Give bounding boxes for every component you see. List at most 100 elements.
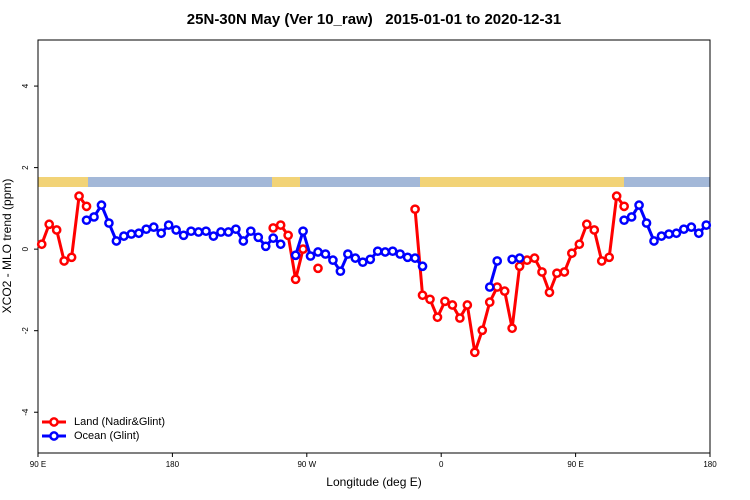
y-tick-label: -4 bbox=[21, 408, 30, 416]
point bbox=[529, 253, 540, 263]
point bbox=[186, 226, 196, 237]
point bbox=[507, 254, 517, 265]
point bbox=[507, 323, 517, 334]
point bbox=[514, 261, 525, 272]
point bbox=[395, 249, 405, 259]
point bbox=[372, 246, 383, 257]
point bbox=[36, 239, 47, 250]
point bbox=[66, 252, 77, 263]
point bbox=[410, 204, 420, 215]
point bbox=[679, 224, 689, 235]
point bbox=[275, 239, 286, 250]
point bbox=[343, 249, 353, 259]
point bbox=[619, 201, 629, 212]
point bbox=[328, 255, 338, 266]
point bbox=[552, 268, 562, 279]
y-axis-label: XCO2 - MLO trend (ppm) bbox=[0, 179, 14, 314]
point bbox=[201, 226, 211, 237]
y-tick-label: -2 bbox=[21, 327, 30, 335]
y-tick-label: 4 bbox=[21, 83, 30, 88]
y-tick-label: 2 bbox=[21, 165, 30, 170]
point bbox=[455, 313, 465, 323]
point bbox=[656, 231, 667, 241]
point bbox=[671, 228, 682, 239]
point bbox=[649, 236, 659, 246]
point bbox=[193, 227, 204, 237]
point bbox=[484, 297, 495, 308]
point bbox=[51, 225, 62, 235]
legend-label: Ocean (Glint) bbox=[74, 430, 139, 442]
x-tick-label: 90 E bbox=[30, 460, 46, 469]
point bbox=[380, 247, 391, 257]
point bbox=[298, 226, 308, 237]
point bbox=[290, 250, 301, 261]
point bbox=[492, 256, 503, 266]
point bbox=[559, 267, 570, 277]
x-axis-label: Longitude (deg E) bbox=[326, 475, 421, 489]
point bbox=[567, 248, 577, 259]
point bbox=[268, 223, 279, 233]
point bbox=[305, 251, 316, 261]
point bbox=[581, 219, 592, 230]
point bbox=[238, 236, 249, 246]
point bbox=[283, 230, 293, 241]
point bbox=[611, 191, 622, 201]
point bbox=[268, 233, 279, 243]
point bbox=[141, 224, 152, 235]
x-tick-label: 90 W bbox=[297, 460, 316, 469]
point bbox=[260, 241, 271, 252]
y-tick-label: 0 bbox=[21, 246, 30, 251]
point bbox=[447, 300, 458, 310]
legend-label: Land (Nadir&Glint) bbox=[74, 416, 165, 428]
point bbox=[634, 200, 644, 210]
point bbox=[350, 253, 361, 263]
point bbox=[641, 218, 652, 228]
point bbox=[111, 236, 122, 246]
point bbox=[462, 300, 473, 310]
point bbox=[163, 220, 174, 230]
point bbox=[320, 249, 331, 259]
point bbox=[387, 246, 398, 257]
point bbox=[59, 256, 69, 266]
surface-strip bbox=[38, 177, 710, 187]
point bbox=[156, 228, 167, 239]
land-strip bbox=[272, 177, 300, 187]
point bbox=[357, 257, 368, 268]
point bbox=[74, 191, 84, 201]
point bbox=[701, 220, 712, 230]
point bbox=[522, 255, 532, 266]
point bbox=[693, 228, 704, 239]
land-strip bbox=[38, 177, 88, 187]
series-line bbox=[40, 192, 626, 353]
x-tick-label: 180 bbox=[703, 460, 717, 469]
point bbox=[133, 228, 144, 239]
point bbox=[425, 294, 435, 305]
x-tick-label: 90 E bbox=[567, 460, 583, 469]
point bbox=[619, 215, 629, 226]
point bbox=[417, 290, 428, 301]
point bbox=[223, 227, 234, 237]
point bbox=[477, 325, 488, 336]
point bbox=[417, 261, 428, 272]
ocean-strip bbox=[38, 177, 710, 187]
point bbox=[313, 263, 323, 274]
legend-marker bbox=[49, 417, 59, 427]
point bbox=[589, 225, 600, 235]
point bbox=[245, 226, 256, 237]
point bbox=[96, 200, 107, 210]
point bbox=[253, 232, 264, 243]
chart-title: 25N-30N May (Ver 10_raw) 2015-01-01 to 2… bbox=[187, 11, 561, 28]
point bbox=[604, 252, 615, 263]
point bbox=[432, 312, 443, 323]
point bbox=[484, 282, 495, 292]
land-strip bbox=[420, 177, 624, 187]
point bbox=[544, 287, 555, 298]
point bbox=[537, 267, 547, 277]
point bbox=[596, 256, 607, 266]
point bbox=[171, 225, 181, 235]
point bbox=[440, 296, 450, 307]
point bbox=[313, 247, 323, 257]
point bbox=[126, 229, 137, 239]
point bbox=[290, 274, 301, 285]
